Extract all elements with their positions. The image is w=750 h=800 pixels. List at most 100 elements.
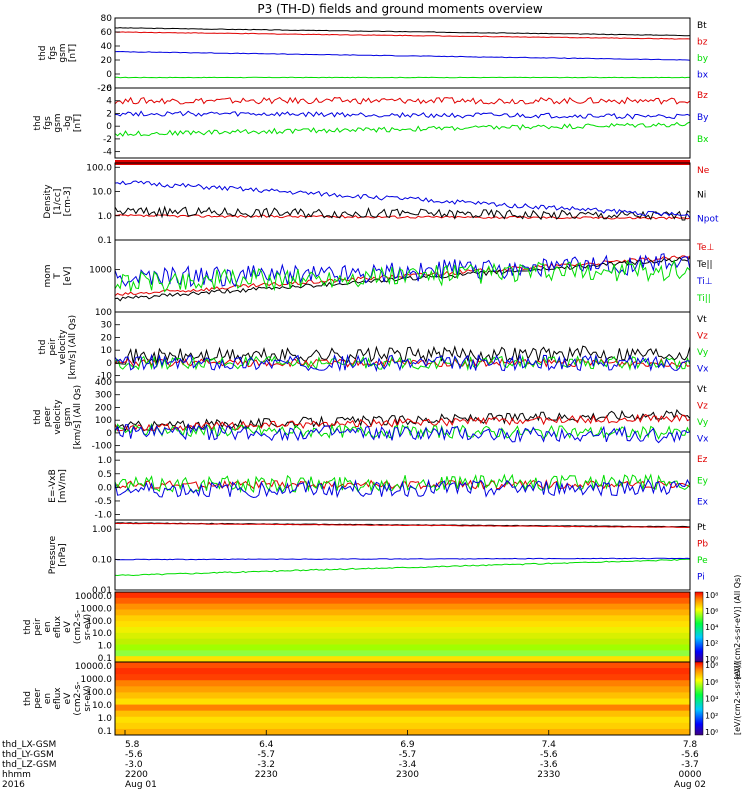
spectrogram-band — [115, 680, 690, 687]
legend-label: Ey — [697, 476, 709, 486]
y-tick-label: 10 — [101, 346, 113, 356]
y-axis-label: [nT] — [73, 114, 83, 132]
x-tick-label: 2230 — [255, 770, 278, 780]
x-axis-row-label: 2016 — [2, 780, 25, 790]
y-tick-label: 1000 — [89, 266, 112, 276]
y-tick-label: 1.0 — [98, 642, 113, 652]
y-tick-label: 0 — [106, 429, 112, 439]
legend-label: Ni — [697, 190, 706, 200]
colorbar — [694, 661, 704, 736]
colorbar-tick-label: 10⁶ — [705, 678, 718, 687]
y-tick-label: 0.5 — [98, 470, 112, 480]
y-axis-label: thd — [23, 620, 33, 635]
x-tick-label: 2200 — [125, 770, 148, 780]
y-tick-label: 100 — [95, 308, 112, 318]
y-tick-label: 0.0 — [98, 483, 113, 493]
y-tick-label: -1.0 — [94, 511, 112, 521]
y-tick-label: -2 — [103, 135, 112, 145]
legend-label: Pe — [697, 556, 708, 566]
series-line-bx — [114, 50, 691, 61]
spectrogram-band — [115, 716, 690, 724]
y-axis-label: eflux — [53, 615, 63, 638]
x-tick-label: -3.4 — [399, 760, 417, 770]
y-axis-label: peer — [43, 406, 53, 427]
y-tick-label: 100.0 — [86, 688, 112, 698]
colorbar-tick-label: 10⁴ — [705, 623, 718, 632]
series-line-Vx — [114, 422, 691, 444]
series-line-Bt — [114, 27, 691, 37]
spectrogram-band — [115, 609, 690, 616]
colorbar-tick-label: 10² — [705, 711, 718, 720]
y-tick-label: 1000.0 — [81, 675, 113, 685]
panel-frame — [114, 162, 691, 241]
y-tick-label: 0.01 — [92, 586, 112, 596]
series-line-Pi — [114, 557, 691, 561]
panel-frame — [114, 661, 691, 736]
y-axis-label: peir — [33, 618, 43, 636]
series-line-Vz — [114, 413, 691, 432]
y-tick-label: 10000.0 — [75, 592, 112, 602]
legend-label: Bz — [697, 91, 708, 101]
y-axis-label: en — [43, 621, 53, 632]
legend-label: Npot — [697, 215, 719, 225]
y-axis-label: [nPa] — [58, 543, 68, 566]
y-tick-label: 1.00 — [92, 525, 112, 535]
y-axis-label: eV — [63, 692, 73, 705]
colorbar-label: [eV/(cm2-s-sr-eV)] (All Qs) — [733, 575, 742, 680]
y-axis-label: thd — [23, 691, 33, 706]
colorbar — [694, 591, 704, 663]
x-tick-label: -5.7 — [257, 750, 275, 760]
series-line-Vy — [114, 354, 691, 372]
x-axis-row-label: thd_LZ-GSM — [2, 760, 57, 770]
y-tick-label: -0.5 — [94, 497, 112, 507]
spectrogram-band — [115, 686, 690, 693]
y-tick-label: 100 — [95, 416, 112, 426]
spectrogram-band — [115, 668, 690, 675]
y-tick-label: 30 — [101, 321, 113, 331]
x-tick-label: 7.4 — [542, 740, 557, 750]
series-line-Ey — [114, 473, 691, 494]
colorbar-tick-label: 10² — [705, 639, 718, 648]
y-tick-label: 100.0 — [86, 163, 112, 173]
legend-label: Vy — [697, 348, 709, 358]
legend-label: Pi — [697, 573, 705, 583]
y-axis-label: eflux — [53, 687, 63, 710]
series-line-Ti|| — [114, 259, 691, 293]
colorbar-tick-label: 10⁶ — [705, 607, 718, 616]
y-axis-label: [km/s] (All Qs) — [68, 315, 78, 379]
y-tick-label: 0 — [106, 122, 112, 132]
y-tick-label: 200 — [95, 403, 112, 413]
panel-frame — [114, 87, 691, 159]
panel-frame — [114, 311, 691, 383]
panel-1: Bz By Bx 6 4 2 0 -2 -4 thd fgs gsm -bg [nT] — [33, 84, 709, 165]
legend-label: Bt — [697, 21, 707, 31]
y-axis-label: Density — [43, 184, 53, 219]
y-axis-label: peer — [33, 688, 43, 709]
legend-label: bz — [697, 38, 708, 48]
panel-frame — [114, 519, 691, 591]
x-tick-label: 2300 — [396, 770, 419, 780]
y-tick-label: 2 — [106, 109, 112, 119]
legend-label: Pb — [697, 540, 708, 550]
y-axis-label: [1/cc] — [53, 189, 63, 215]
y-axis-label: thd — [38, 46, 48, 61]
y-tick-label: 10000.0 — [75, 662, 112, 672]
y-tick-label: 20 — [101, 333, 113, 343]
legend-label: Vx — [697, 435, 709, 445]
y-axis-label: [cm-3] — [63, 187, 73, 217]
series-line-Ti⊥ — [114, 253, 691, 288]
legend-label: Vz — [697, 332, 708, 342]
y-axis-label: (cm2-s- — [73, 681, 83, 715]
legend-label: Vx — [697, 365, 709, 375]
colorbar-tick-label: 10⁸ — [705, 661, 718, 670]
y-axis-label: [km/s] (All Qs) — [73, 385, 83, 449]
y-tick-label: 300 — [95, 391, 112, 401]
series-line-Ex — [114, 478, 691, 499]
spectrogram-band — [115, 615, 690, 622]
y-axis-label: velocity — [58, 329, 68, 365]
y-axis-label: fgs — [43, 116, 53, 130]
y-axis-label: mom — [43, 264, 53, 287]
colorbar-tick-label: 10⁰ — [705, 655, 718, 664]
spectrogram-band — [115, 592, 690, 599]
